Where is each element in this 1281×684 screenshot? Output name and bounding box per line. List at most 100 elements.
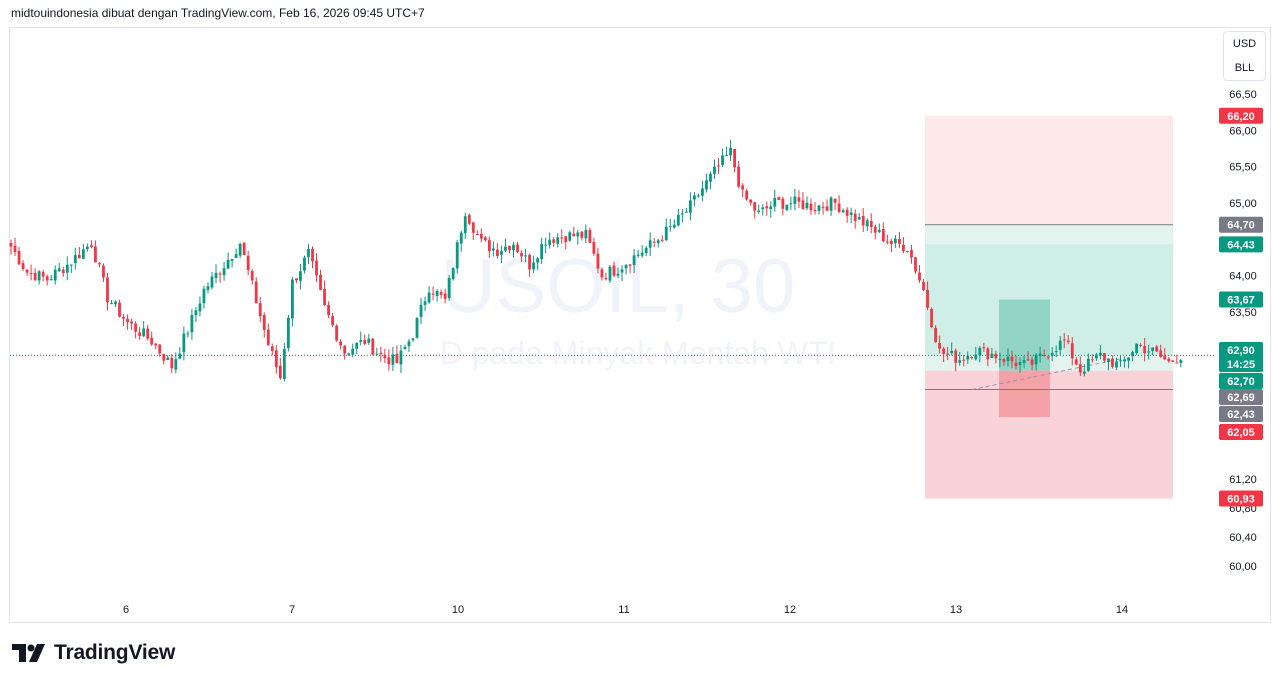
candle-body bbox=[532, 262, 535, 270]
candle-body bbox=[355, 342, 359, 349]
price-tag-label: 66,20 bbox=[1227, 111, 1255, 123]
currency-label[interactable]: USD bbox=[1232, 38, 1257, 50]
candle-series bbox=[9, 139, 1183, 382]
candle-body bbox=[813, 210, 817, 212]
candle-body bbox=[1159, 350, 1163, 357]
candle-body bbox=[1115, 361, 1118, 368]
candle-body bbox=[234, 254, 238, 259]
candle-body bbox=[194, 310, 198, 316]
candle-body bbox=[693, 195, 696, 200]
candle-body bbox=[459, 232, 463, 244]
candle-body bbox=[701, 188, 704, 196]
price-tag[interactable] bbox=[1219, 389, 1263, 405]
candle-body bbox=[238, 244, 242, 256]
candle-body bbox=[592, 241, 596, 254]
candle-body bbox=[885, 241, 889, 243]
candle-body bbox=[576, 232, 580, 237]
candle-body bbox=[363, 339, 367, 344]
candle-body bbox=[1066, 340, 1070, 343]
candle-body bbox=[371, 338, 375, 355]
candle-body bbox=[572, 233, 576, 237]
candle-body bbox=[906, 250, 909, 252]
candle-body bbox=[126, 318, 129, 323]
candle-body bbox=[198, 303, 202, 312]
candle-body bbox=[697, 195, 700, 197]
candle-body bbox=[1038, 353, 1042, 357]
candle-body bbox=[777, 196, 781, 201]
candle-body bbox=[29, 273, 33, 275]
unit-label[interactable]: BLL bbox=[1234, 62, 1255, 74]
candle-body bbox=[250, 271, 254, 281]
candle-body bbox=[841, 210, 845, 213]
candle-body bbox=[254, 281, 258, 304]
candle-body bbox=[636, 254, 640, 256]
candle-body bbox=[873, 226, 877, 233]
price-tag[interactable] bbox=[1219, 424, 1263, 440]
candle-body bbox=[508, 245, 511, 251]
price-tag[interactable] bbox=[1219, 406, 1263, 422]
candle-body bbox=[1054, 351, 1058, 353]
inner-stop-loss-zone[interactable] bbox=[999, 370, 1050, 418]
candle-body bbox=[942, 348, 946, 354]
price-tag[interactable] bbox=[1219, 356, 1263, 372]
time-axis-tick: 14 bbox=[1116, 604, 1128, 616]
candle-body bbox=[628, 264, 632, 266]
candle-body bbox=[190, 314, 194, 333]
price-tag[interactable] bbox=[1219, 216, 1263, 233]
candle-body bbox=[1179, 360, 1183, 363]
price-tag[interactable] bbox=[1219, 236, 1263, 253]
candle-body bbox=[367, 338, 371, 343]
candle-body bbox=[705, 180, 708, 190]
chart-attribution: midtouindonesia dibuat dengan TradingVie… bbox=[11, 6, 425, 20]
watermark-symbol: USOIL, 30 bbox=[441, 244, 796, 329]
candle-body bbox=[483, 237, 487, 241]
position-zones bbox=[925, 115, 1173, 499]
candle-body bbox=[644, 247, 648, 254]
candle-body bbox=[1175, 362, 1179, 364]
price-tag-label: 62,70 bbox=[1227, 376, 1255, 388]
candle-body bbox=[680, 213, 684, 215]
candle-body bbox=[1074, 359, 1078, 365]
currency-unit-box[interactable]: USD BLL bbox=[1223, 31, 1266, 81]
price-tag[interactable] bbox=[1219, 373, 1263, 389]
candle-body bbox=[307, 249, 310, 257]
candle-body bbox=[311, 248, 314, 262]
candle-body bbox=[580, 231, 584, 238]
candle-body bbox=[970, 356, 974, 359]
price-tag[interactable] bbox=[1219, 107, 1263, 124]
candle-body bbox=[242, 242, 246, 256]
candle-body bbox=[954, 350, 958, 363]
price-tag[interactable] bbox=[1219, 342, 1263, 358]
candle-body bbox=[600, 269, 604, 278]
candle-body bbox=[467, 215, 471, 224]
outer-target-zone[interactable] bbox=[925, 115, 1173, 225]
price-tag-label: 62,90 bbox=[1227, 345, 1255, 357]
candle-body bbox=[106, 277, 109, 303]
candle-body bbox=[757, 210, 761, 213]
price-tag[interactable] bbox=[1219, 490, 1263, 507]
candle-body bbox=[479, 233, 483, 239]
tradingview-logo[interactable]: TradingView bbox=[12, 641, 175, 665]
price-tag[interactable] bbox=[1219, 291, 1263, 308]
candle-body bbox=[749, 199, 753, 203]
candle-body bbox=[733, 149, 736, 168]
candle-body bbox=[837, 203, 841, 212]
candle-body bbox=[33, 272, 37, 281]
candle-body bbox=[178, 353, 182, 359]
candle-body bbox=[13, 245, 17, 253]
candle-body bbox=[53, 269, 57, 281]
candle-body bbox=[769, 206, 773, 210]
candle-body bbox=[170, 357, 174, 369]
candle-body bbox=[1030, 359, 1034, 365]
candle-body bbox=[504, 246, 507, 251]
candle-body bbox=[1103, 353, 1106, 361]
candle-body bbox=[990, 353, 994, 358]
candle-body bbox=[560, 237, 564, 239]
candle-body bbox=[660, 239, 664, 241]
candle-body bbox=[676, 214, 680, 226]
candle-body bbox=[61, 269, 65, 274]
candle-body bbox=[471, 222, 475, 233]
candle-body bbox=[528, 254, 531, 270]
candle-body bbox=[1034, 354, 1038, 365]
